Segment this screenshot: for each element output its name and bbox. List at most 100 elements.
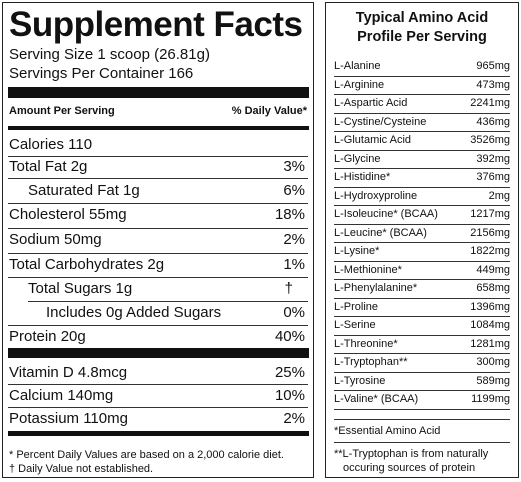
amino-acid-amount: 2241mg [470,97,510,109]
nutrient-label: Total Carbohydrates 2g [9,256,165,273]
amino-acid-name: L-Threonine* [334,337,398,350]
amino-acid-name: L-Tyrosine [334,374,386,387]
amino-acid-row: L-Leucine* (BCAA) 2156mg [334,227,510,240]
amino-acid-amount: 436mg [476,115,510,128]
nutrient-dv: 18% [274,206,305,223]
amino-acid-amount: 1396mg [470,300,510,313]
amino-acid-amount: 449mg [476,263,510,276]
amino-row-divider [334,242,510,243]
amino-acid-row: L-Arginine 473mg [334,79,510,92]
essential-amino-note: *Essential Amino Acid [334,425,441,437]
amount-header: Amount Per Serving % Daily Value* [9,105,307,117]
tryptophan-note-line-2: occuring sources of protein [343,462,476,474]
amino-acid-name: L-Phenylalanine* [334,282,418,294]
nutrient-row-saturated-fat: Saturated Fat 1g 6% [28,182,305,200]
amino-row-divider [334,205,510,206]
nutrient-row-total-carbohydrates: Total Carbohydrates 2g 1% [9,256,305,274]
amino-acid-name: L-Glycine [334,152,381,165]
nutrient-dv: † [284,280,293,297]
amino-row-divider [334,168,510,169]
nutrient-dv: 10% [274,387,305,404]
amino-acid-row: L-Tryptophan** 300mg [334,356,510,369]
nutrient-row-potassium: Potassium 110mg 2% [9,410,305,428]
supplement-facts-title: Supplement Facts [9,5,303,44]
amino-acid-name: L-Proline [334,300,379,313]
amino-acid-row: L-Hydroxyproline 2mg [334,190,510,203]
nutrient-label: Saturated Fat 1g [28,182,140,199]
amino-acid-amount: 1217mg [470,208,510,220]
amino-row-divider [334,75,510,77]
amino-acid-row: L-Glutamic Acid 3526mg [334,134,510,147]
amino-acid-name: L-Tryptophan** [334,356,408,368]
amino-acid-name: L-Histidine* [334,171,391,183]
nutrient-dv: 0% [283,304,305,321]
supplement-facts-panel: Supplement Facts Serving Size 1 scoop (2… [2,2,314,478]
amino-acid-name: L-Valine* (BCAA) [334,393,419,405]
tryptophan-note-line-1: **L-Tryptophan is from naturally [334,448,489,460]
amino-acid-row: L-Methionine* 449mg [334,264,510,277]
amino-acid-name: L-Glutamic Acid [334,134,412,146]
nutrient-dv: 2% [283,231,305,248]
nutrient-label: Protein 20g [9,328,86,345]
amino-acid-amount: 392mg [476,152,510,165]
nutrient-row-calcium: Calcium 140mg 10% [9,387,305,405]
amino-acid-row: L-Glycine 392mg [334,153,510,166]
amino-acid-name: L-Leucine* (BCAA) [334,226,427,239]
serving-size: Serving Size 1 scoop (26.81g) [9,46,210,63]
amino-acid-name: L-Isoleucine* (BCAA) [334,208,438,220]
row-divider [8,407,308,408]
row-divider [8,277,308,278]
row-divider [28,301,308,302]
nutrient-dv: 2% [283,410,305,427]
nutrient-row-total-sugars: Total Sugars 1g † [28,280,293,298]
amino-acid-row: L-Proline 1396mg [334,301,510,314]
amino-acid-row: L-Aspartic Acid 2241mg [334,97,510,110]
daily-value-label: % Daily Value* [231,105,307,117]
amino-acid-amount: 1084mg [470,319,510,331]
amino-row-divider [334,131,510,132]
nutrient-dv: 25% [274,364,305,381]
nutrient-row-total-fat: Total Fat 2g 3% [9,158,305,176]
nutrient-label: Calcium 140mg [9,387,114,404]
nutrient-label: Includes 0g Added Sugars [46,304,222,321]
amino-row-divider [334,186,510,188]
footnote-not-established: † Daily Value not established. [9,463,154,475]
nutrient-dv: 1% [283,256,305,273]
amino-acid-row: L-Threonine* 1281mg [334,338,510,351]
amino-acid-name: L-Serine [334,319,376,331]
nutrient-dv: 40% [274,328,305,345]
nutrient-label: Potassium 110mg [9,410,128,427]
nutrient-row-added-sugars: Includes 0g Added Sugars 0% [46,304,305,322]
amino-row-divider [334,149,510,151]
thick-divider-top [8,87,309,98]
row-divider [8,253,308,254]
amino-acid-row: L-Lysine* 1822mg [334,245,510,258]
amino-acid-amount: 1822mg [470,245,510,257]
amino-acid-name: L-Alanine [334,60,381,72]
thick-divider-bottom [8,431,309,436]
nutrient-label: Cholesterol 55mg [9,206,127,223]
amino-row-divider [334,279,510,280]
amino-title-line-2: Profile Per Serving [357,29,487,45]
row-divider [8,178,308,179]
amino-acid-row: L-Histidine* 376mg [334,171,510,184]
amino-acid-amount: 1199mg [471,393,510,405]
amino-acid-row: L-Serine 1084mg [334,319,510,332]
amino-acid-amount: 3526mg [470,134,510,146]
nutrient-label: Vitamin D 4.8mcg [9,364,128,381]
medium-divider [8,126,309,130]
amino-acid-amount: 300mg [476,356,510,368]
amino-notes-divider [334,419,510,420]
amino-acid-amount: 473mg [476,78,510,91]
amino-acid-name: L-Lysine* [334,245,380,257]
nutrient-label: Sodium 50mg [9,231,102,248]
amino-row-divider [334,223,510,225]
amount-per-serving-label: Amount Per Serving [9,105,115,117]
amino-acid-row: L-Tyrosine 589mg [334,375,510,388]
servings-per-container: Servings Per Container 166 [9,65,194,82]
amino-acid-row: L-Isoleucine* (BCAA) 1217mg [334,208,510,221]
nutrient-row-sodium: Sodium 50mg 2% [9,231,305,249]
amino-acid-row: L-Cystine/Cysteine 436mg [334,116,510,129]
amino-acid-name: L-Cystine/Cysteine [334,115,427,128]
nutrient-row-calories: Calories 110 [9,136,305,154]
